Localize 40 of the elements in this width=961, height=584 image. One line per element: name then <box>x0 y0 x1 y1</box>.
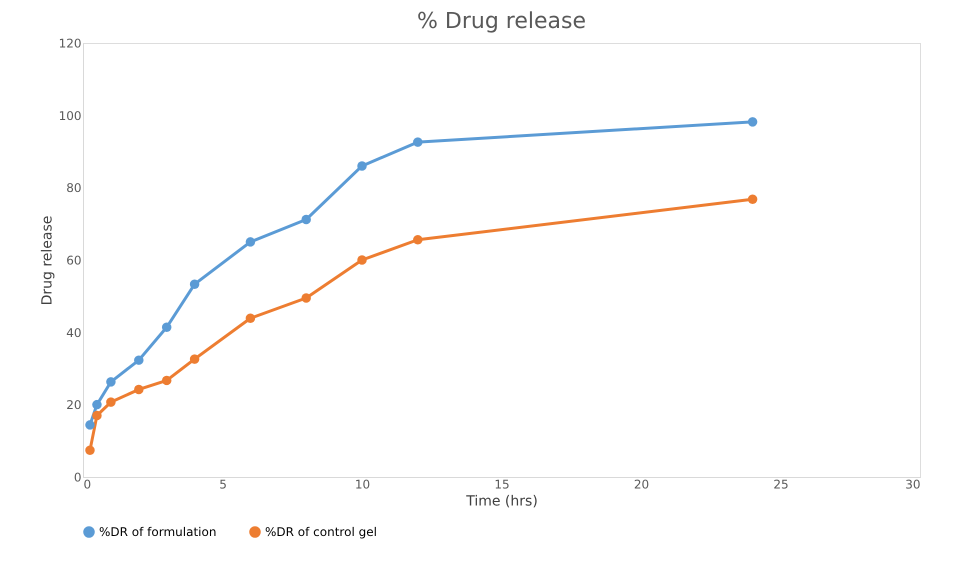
x-tick-label: 0 <box>84 478 92 492</box>
x-tick-label: 10 <box>354 478 370 492</box>
y-tick-label: 120 <box>58 36 82 50</box>
point <box>748 117 758 127</box>
y-tick-label: 40 <box>66 326 82 340</box>
point <box>357 161 367 171</box>
y-axis-title: Drug release <box>40 216 56 306</box>
point <box>301 293 311 303</box>
point <box>162 322 172 332</box>
point <box>85 446 95 455</box>
point <box>748 194 758 204</box>
point <box>92 410 102 420</box>
point <box>301 214 311 224</box>
point <box>106 397 116 407</box>
point <box>246 313 256 323</box>
point <box>162 376 172 386</box>
chart-title: % Drug release <box>416 9 586 34</box>
point <box>357 255 367 265</box>
y-tick-label: 100 <box>58 108 82 123</box>
y-tick-label: 80 <box>66 181 82 196</box>
point <box>246 237 256 247</box>
point <box>413 137 423 147</box>
x-tick-label: 5 <box>219 478 227 492</box>
legend-label: %DR of control gel <box>265 525 377 539</box>
point <box>413 235 423 244</box>
point <box>92 400 102 410</box>
x-tick-label: 15 <box>494 478 510 492</box>
legend-label: %DR of formulation <box>99 525 216 539</box>
point <box>190 280 200 289</box>
point <box>134 355 144 365</box>
y-tick-label: 60 <box>66 254 82 268</box>
point <box>106 377 116 387</box>
point <box>85 420 95 430</box>
y-tick-label: 20 <box>66 398 82 412</box>
x-tick-label: 20 <box>634 478 650 492</box>
x-axis-title: Time (hrs) <box>465 494 538 510</box>
x-tick-label: 25 <box>773 478 789 492</box>
point <box>134 384 144 394</box>
x-tick-label: 30 <box>905 478 920 492</box>
point <box>190 354 200 364</box>
